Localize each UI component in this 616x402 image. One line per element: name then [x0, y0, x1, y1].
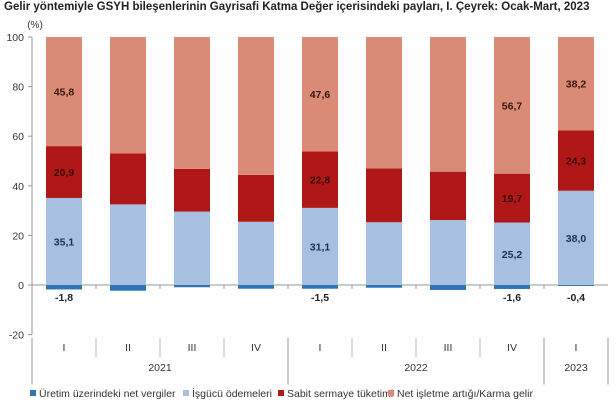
x-tick-label: III: [188, 342, 197, 354]
bar-segment: [366, 168, 402, 223]
y-axis-label: (%): [27, 20, 43, 31]
bar-segment: [430, 220, 466, 285]
legend-entry: İşgücü ödemeleri: [192, 387, 272, 400]
bar-segment: [110, 153, 146, 205]
y-tick-label: 20: [12, 230, 24, 242]
bar-segment: [238, 37, 274, 175]
bar-segment: [366, 222, 402, 285]
data-label: 56,7: [502, 100, 523, 112]
legend-swatch: [30, 390, 36, 396]
x-tick-label: I: [319, 342, 322, 354]
x-tick-label: II: [125, 342, 131, 354]
bar-segment: [302, 207, 338, 285]
bar-segment: [558, 285, 594, 286]
bar-segment: [430, 37, 466, 172]
legend-swatch: [278, 390, 284, 396]
x-group-label: 2023: [564, 362, 588, 374]
y-tick-label: 0: [18, 280, 24, 292]
bar-segment: [238, 285, 274, 289]
x-tick-label: IV: [251, 342, 261, 354]
legend-entry: Sabit sermaye tüketimi: [287, 388, 393, 400]
data-label: 38,2: [566, 79, 587, 91]
data-label: 38,0: [566, 233, 587, 245]
bar-segment: [174, 285, 210, 288]
bar-segment: [46, 285, 82, 290]
data-label: 25,2: [502, 249, 523, 261]
bar-segment: [494, 222, 530, 285]
y-tick-label: 60: [12, 131, 24, 143]
bar-segment: [366, 285, 402, 288]
bar-segment: [238, 221, 274, 285]
x-tick-label: II: [381, 342, 387, 354]
bar-segment: [558, 190, 594, 285]
bar-segment: [46, 146, 82, 198]
bar-segment: [558, 130, 594, 191]
bar-segment: [302, 151, 338, 208]
data-label: -1,5: [311, 292, 329, 304]
bar-segment: [494, 285, 530, 289]
x-tick-label: I: [575, 342, 578, 354]
data-label: -1,6: [503, 292, 521, 304]
bar-segment: [494, 37, 530, 174]
bar-segment: [174, 37, 210, 169]
legend-entry: Üretim üzerindeki net vergiler: [39, 388, 176, 400]
x-group-label: 2022: [404, 362, 428, 374]
bar-segment: [110, 204, 146, 285]
data-label: 47,6: [310, 89, 331, 101]
data-label: 19,7: [502, 193, 523, 205]
data-label: 20,9: [54, 167, 75, 179]
data-label: 31,1: [310, 241, 331, 253]
x-group-label: 2021: [148, 362, 172, 374]
data-label: 22,8: [310, 175, 331, 187]
x-tick-label: I: [63, 342, 66, 354]
legend-swatch: [388, 390, 394, 396]
bar-segment: [430, 285, 466, 290]
x-tick-label: IV: [507, 342, 517, 354]
bar-segment: [110, 37, 146, 154]
data-label: -1,8: [55, 292, 73, 304]
data-label: 45,8: [54, 87, 75, 99]
y-tick-label: 100: [6, 32, 24, 44]
bar-segment: [110, 285, 146, 291]
legend-entry: Net işletme artığı/Karma gelir: [397, 388, 533, 400]
bar-segment: [430, 171, 466, 221]
chart-title: Gelir yöntemiyle GSYH bileşenlerinin Gay…: [4, 1, 590, 13]
bar-segment: [174, 211, 210, 285]
x-tick-label: III: [444, 342, 453, 354]
bar-segment: [494, 173, 530, 223]
bar-segment: [174, 168, 210, 212]
bar-segment: [46, 37, 82, 147]
bar-segment: [366, 37, 402, 169]
data-label: 35,1: [54, 236, 75, 248]
y-tick-label: 80: [12, 82, 24, 94]
bar-segment: [302, 37, 338, 152]
data-label: 24,3: [566, 156, 587, 168]
bar-segment: [238, 174, 274, 222]
bar-segment: [302, 285, 338, 289]
y-tick-label: -20: [9, 330, 24, 342]
legend-swatch: [183, 390, 189, 396]
y-tick-label: 40: [12, 181, 24, 193]
bar-segment: [46, 197, 82, 285]
bar-segment: [558, 37, 594, 131]
data-label: -0,4: [567, 292, 585, 304]
